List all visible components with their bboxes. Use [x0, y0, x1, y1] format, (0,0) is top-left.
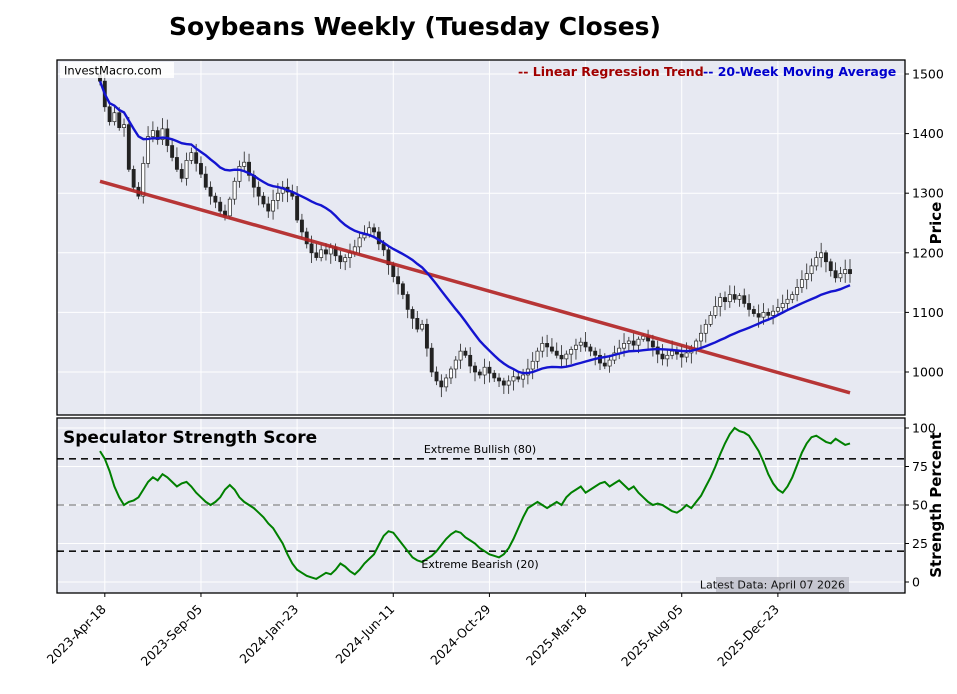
moving-average-line: [98, 80, 851, 375]
svg-text:0: 0: [912, 575, 920, 590]
extreme-bullish-label: Extreme Bullish (80): [424, 443, 536, 456]
svg-text:25: 25: [912, 536, 928, 551]
svg-text:2023-Apr-18: 2023-Apr-18: [44, 601, 109, 666]
linear-regression-trend-line: [99, 179, 851, 395]
strength-axis-label: Strength Percent: [927, 432, 945, 578]
legend-linear-regression: -- Linear Regression Trend: [518, 64, 704, 79]
latest-data-label: Latest Data: April 07 2026: [700, 579, 845, 592]
page-title: Soybeans Weekly (Tuesday Closes): [169, 12, 661, 41]
svg-text:1000: 1000: [912, 365, 944, 380]
svg-text:2024-Oct-29: 2024-Oct-29: [427, 601, 493, 667]
extreme-bearish-label: Extreme Bearish (20): [421, 558, 538, 571]
svg-text:50: 50: [912, 498, 928, 513]
svg-text:2024-Jan-23: 2024-Jan-23: [236, 602, 301, 667]
latest-data-background: [716, 577, 849, 592]
price-panel-border: [56, 59, 906, 416]
svg-text:1400: 1400: [912, 126, 944, 141]
svg-text:2025-Mar-18: 2025-Mar-18: [523, 601, 590, 668]
svg-text:1100: 1100: [912, 305, 944, 320]
svg-text:2023-Sep-05: 2023-Sep-05: [138, 602, 205, 669]
strength-panel-border: [56, 417, 906, 594]
strength-panel-title: Speculator Strength Score: [63, 428, 317, 448]
svg-text:75: 75: [912, 459, 928, 474]
watermark-text: InvestMacro.com: [64, 64, 162, 78]
svg-text:2025-Dec-23: 2025-Dec-23: [714, 602, 782, 670]
price-panel-background: [57, 60, 905, 415]
legend-moving-average: -- 20-Week Moving Average: [703, 64, 896, 79]
strength-threshold-lines: [57, 457, 905, 553]
strength-score-line: [99, 426, 851, 580]
svg-text:1200: 1200: [912, 245, 944, 260]
svg-text:2025-Aug-05: 2025-Aug-05: [618, 602, 686, 670]
price-axis-label: Price: [927, 202, 945, 245]
svg-text:1300: 1300: [912, 186, 944, 201]
svg-text:100: 100: [912, 421, 936, 436]
svg-text:2024-Jun-11: 2024-Jun-11: [332, 602, 397, 667]
watermark-background: [60, 62, 174, 78]
svg-text:1500: 1500: [912, 67, 944, 82]
